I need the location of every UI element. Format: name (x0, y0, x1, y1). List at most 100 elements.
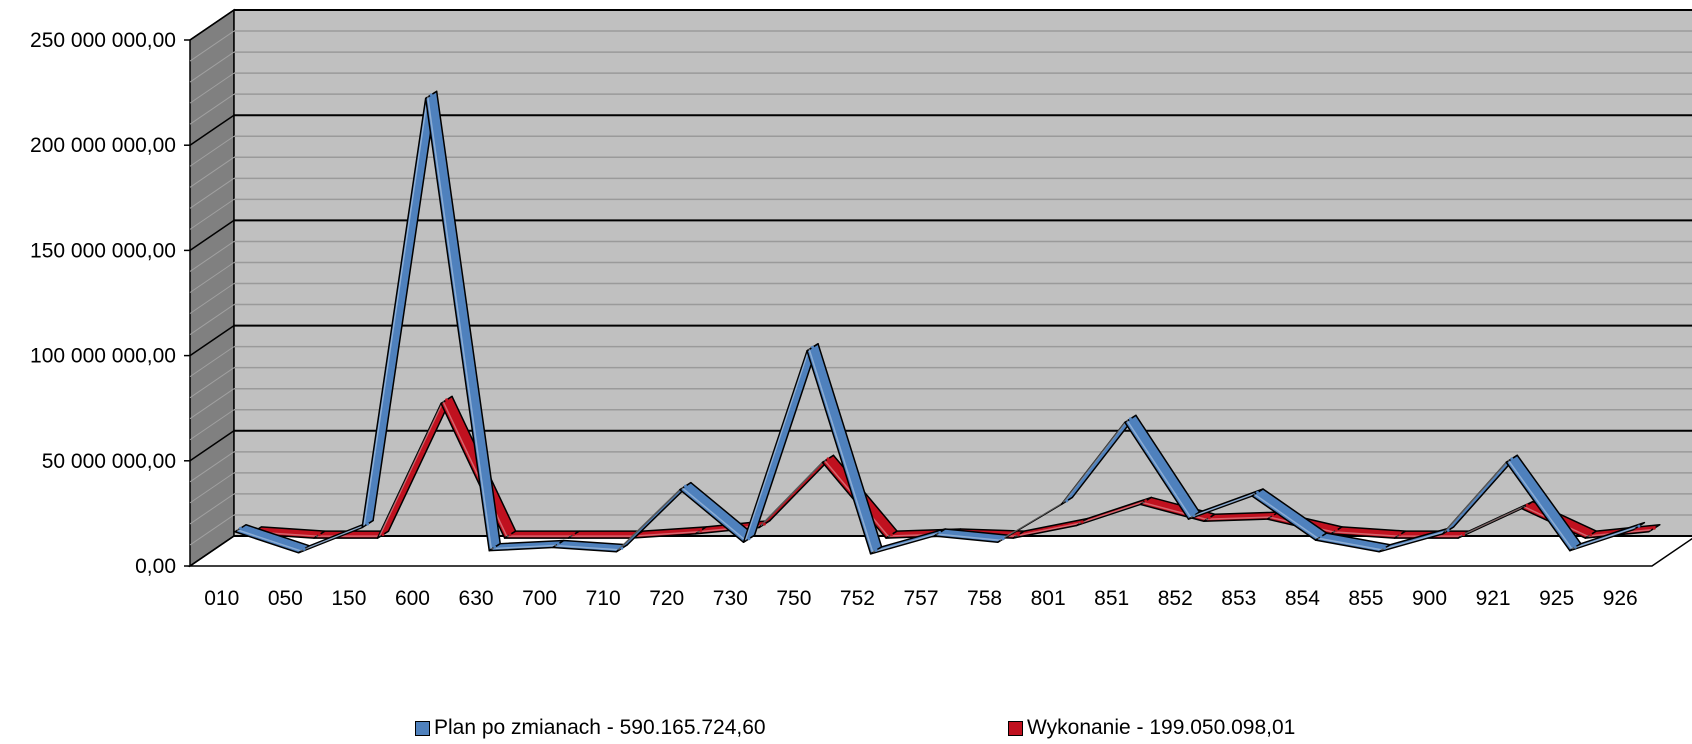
series-0-point (874, 548, 878, 552)
x-tick-label: 854 (1285, 587, 1320, 610)
minor-gridline-side (189, 135, 235, 167)
minor-gridline-side (189, 283, 235, 314)
x-tick-label: 853 (1221, 587, 1256, 610)
minor-gridline-side (189, 30, 235, 62)
series-1-point (1462, 533, 1466, 537)
series-1-point (1652, 526, 1656, 530)
x-tick-label: 855 (1348, 587, 1383, 610)
series-1-point (1207, 516, 1211, 520)
series-0-highlight (1317, 537, 1382, 551)
chart-series (234, 90, 1661, 555)
series-1-point (1525, 503, 1529, 507)
minor-gridline-side (189, 409, 235, 441)
chart-gridlines (189, 9, 1692, 567)
minor-gridline-side (189, 198, 235, 230)
series-0-point (1637, 524, 1641, 528)
series-0-point (938, 530, 942, 534)
chart-walls (187, 8, 1692, 568)
series-1-point (1144, 499, 1148, 503)
series-1-point (1017, 533, 1021, 537)
y-tick-label: 0,00 (135, 555, 176, 578)
series-1-point (1398, 533, 1402, 537)
series-0-highlight (617, 487, 683, 551)
series-1-highlight (1332, 531, 1397, 537)
minor-gridline-side (189, 346, 235, 378)
series-0-highlight (681, 487, 746, 541)
series-0-point (1001, 537, 1005, 541)
y-tick-label: 250 000 000,00 (30, 29, 176, 52)
series-0-highlight (936, 533, 1000, 542)
x-tick-label: 852 (1158, 587, 1193, 610)
series-1-point (508, 533, 512, 537)
minor-gridline-side (189, 177, 235, 209)
series-0-highlight (1253, 493, 1319, 539)
series-0-highlight (1507, 459, 1573, 550)
series-0-highlight (808, 348, 874, 553)
series-1-point (1334, 528, 1338, 532)
series-0-point (1446, 528, 1450, 532)
x-tick-label: 801 (1031, 587, 1066, 610)
series-1-highlight (378, 401, 444, 537)
x-tick-label: 926 (1603, 587, 1638, 610)
series-0-point (683, 484, 687, 488)
x-tick-label: 851 (1094, 587, 1129, 610)
legend-swatch-wykonanie (1008, 720, 1023, 736)
series-0-highlight (236, 529, 301, 552)
series-0-highlight (1444, 459, 1509, 533)
series-0-point (238, 526, 242, 530)
x-tick-label: 752 (840, 587, 875, 610)
minor-gridline-side (189, 51, 235, 83)
x-tick-label: 600 (395, 587, 430, 610)
minor-gridline-side (189, 514, 235, 546)
minor-gridline-side (189, 262, 235, 293)
series-0-highlight (1571, 526, 1636, 550)
series-0-highlight (999, 501, 1064, 541)
x-tick-label: 921 (1476, 587, 1511, 610)
floor (187, 535, 1692, 567)
series-0-highlight (554, 544, 619, 551)
series-0-point (1383, 546, 1387, 550)
legend-label-plan: Plan po zmianach - 590.165.724,60 (434, 716, 766, 739)
series-1-highlight (760, 459, 826, 527)
x-tick-label: 010 (204, 587, 239, 610)
series-1-point (445, 398, 449, 402)
series-0-highlight (363, 96, 429, 526)
series-0-point (747, 537, 751, 541)
legend-swatch-plan (415, 720, 430, 736)
x-tick-label: 630 (459, 587, 494, 610)
series-1-highlight (1459, 505, 1525, 537)
series-0-point (1319, 535, 1323, 539)
minor-gridline-side (189, 241, 235, 272)
series-0-segment (1569, 521, 1646, 552)
series-0-point (1256, 490, 1260, 494)
series-0-point (366, 522, 370, 526)
x-tick-label: 730 (713, 587, 748, 610)
x-tick-label: 720 (649, 587, 684, 610)
series-1-segment (503, 530, 580, 539)
series-1-highlight (1078, 501, 1143, 525)
y-tick-label: 200 000 000,00 (30, 134, 176, 157)
series-1-point (1080, 520, 1084, 524)
x-tick-label: 925 (1539, 587, 1574, 610)
series-0-point (811, 345, 815, 349)
legend-label-wykonanie: Wykonanie - 199.050.098,01 (1027, 716, 1296, 739)
series-0-point (1128, 417, 1132, 421)
series-1-highlight (1015, 522, 1079, 537)
x-tick-label: 900 (1412, 587, 1447, 610)
major-gridline-side (189, 219, 235, 252)
minor-gridline-side (189, 93, 235, 125)
legend-item-wykonanie: Wykonanie - 199.050.098,01 (1008, 716, 1295, 740)
series-1-point (699, 528, 703, 532)
major-gridline-side (189, 114, 235, 146)
series-1-point (826, 457, 830, 461)
series-0-point (620, 546, 624, 550)
y-tick-label: 100 000 000,00 (30, 345, 176, 368)
x-tick-label: 758 (967, 587, 1002, 610)
series-0-point (1192, 514, 1196, 518)
x-tick-label: 750 (776, 587, 811, 610)
major-gridline-side (189, 535, 235, 567)
major-gridline-side (189, 9, 235, 41)
x-tick-label: 757 (903, 587, 938, 610)
series-0-point (302, 547, 306, 551)
